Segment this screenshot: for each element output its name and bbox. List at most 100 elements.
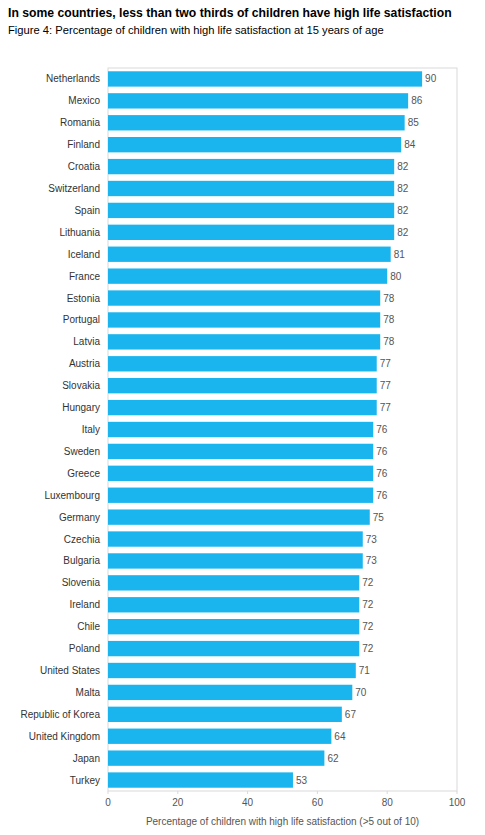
category-label: Finland	[67, 139, 100, 150]
data-label: 77	[380, 402, 392, 413]
category-label: Greece	[67, 468, 100, 479]
data-label: 77	[380, 358, 392, 369]
tick-mark	[108, 791, 109, 794]
tick-label: 60	[312, 797, 324, 808]
bar	[108, 488, 373, 503]
bar	[108, 444, 373, 459]
data-label: 81	[394, 249, 406, 260]
category-label: Poland	[69, 643, 100, 654]
bar	[108, 772, 293, 787]
data-label: 82	[397, 205, 409, 216]
category-label: Hungary	[62, 402, 100, 413]
category-label: Ireland	[69, 599, 100, 610]
bar	[108, 707, 342, 722]
bar	[108, 312, 380, 327]
data-label: 72	[362, 577, 374, 588]
data-label: 67	[345, 709, 357, 720]
category-label: France	[69, 271, 101, 282]
bar	[108, 181, 394, 196]
bar	[108, 575, 359, 590]
bar	[108, 71, 422, 86]
bar	[108, 93, 408, 108]
bars	[108, 71, 422, 787]
category-label: Mexico	[68, 95, 100, 106]
tick-label: 40	[242, 797, 254, 808]
bar	[108, 290, 380, 305]
data-label: 78	[383, 314, 395, 325]
bar	[108, 115, 405, 130]
title: In some countries, less than two thirds …	[8, 6, 452, 20]
category-label: Bulgaria	[63, 555, 100, 566]
data-label: 62	[327, 753, 339, 764]
data-label: 82	[397, 227, 409, 238]
tick-label: 20	[172, 797, 184, 808]
category-label: Croatia	[68, 161, 101, 172]
category-label: Lithuania	[59, 227, 100, 238]
category-label: United States	[40, 665, 100, 676]
bar	[108, 641, 359, 656]
bar	[108, 137, 401, 152]
tick-label: 80	[382, 797, 394, 808]
data-label: 73	[366, 534, 378, 545]
category-label: Sweden	[64, 446, 100, 457]
data-label: 53	[296, 775, 308, 786]
data-label: 76	[376, 468, 388, 479]
bar	[108, 663, 356, 678]
data-label: 80	[390, 271, 402, 282]
data-label: 72	[362, 621, 374, 632]
tick-mark	[247, 791, 248, 794]
bar	[108, 619, 359, 634]
category-label: Republic of Korea	[21, 709, 101, 720]
bar	[108, 509, 370, 524]
category-label: Portugal	[63, 314, 100, 325]
category-label: Slovakia	[62, 380, 100, 391]
data-label: 78	[383, 293, 395, 304]
data-label: 75	[373, 512, 385, 523]
bar	[108, 685, 352, 700]
category-label: Turkey	[70, 775, 100, 786]
data-label: 77	[380, 380, 392, 391]
labels: Netherlands90Mexico86Romania85Finland84C…	[21, 73, 437, 785]
tick-label: 100	[449, 797, 466, 808]
data-label: 72	[362, 599, 374, 610]
category-label: Luxembourg	[44, 490, 100, 501]
bar	[108, 159, 394, 174]
category-label: Japan	[73, 753, 100, 764]
bar	[108, 378, 377, 393]
category-label: Romania	[60, 117, 100, 128]
category-label: Austria	[69, 358, 101, 369]
data-label: 78	[383, 336, 395, 347]
data-label: 70	[355, 687, 367, 698]
plot-frame	[108, 68, 457, 791]
data-label: 76	[376, 424, 388, 435]
bar	[108, 356, 377, 371]
category-label: Latvia	[73, 336, 100, 347]
bar	[108, 531, 363, 546]
tick-mark	[317, 791, 318, 794]
data-label: 76	[376, 490, 388, 501]
bar	[108, 729, 331, 744]
data-label: 71	[359, 665, 371, 676]
tick-mark	[457, 791, 458, 794]
data-label: 86	[411, 95, 423, 106]
chart-svg: In some countries, less than two thirds …	[0, 0, 485, 835]
bar	[108, 225, 394, 240]
data-label: 85	[408, 117, 420, 128]
bar	[108, 247, 391, 262]
category-label: Chile	[77, 621, 100, 632]
category-label: Estonia	[67, 293, 101, 304]
axis-title: Percentage of children with high life sa…	[146, 816, 419, 827]
data-label: 82	[397, 161, 409, 172]
category-label: Italy	[82, 424, 100, 435]
bar	[108, 400, 377, 415]
subtitle: Figure 4: Percentage of children with hi…	[8, 24, 384, 36]
data-label: 73	[366, 555, 378, 566]
bar	[108, 597, 359, 612]
category-label: Netherlands	[46, 73, 100, 84]
bar	[108, 268, 387, 283]
chart-container: In some countries, less than two thirds …	[0, 0, 485, 835]
category-label: Malta	[76, 687, 101, 698]
bar	[108, 203, 394, 218]
data-label: 84	[404, 139, 416, 150]
category-label: Switzerland	[48, 183, 100, 194]
